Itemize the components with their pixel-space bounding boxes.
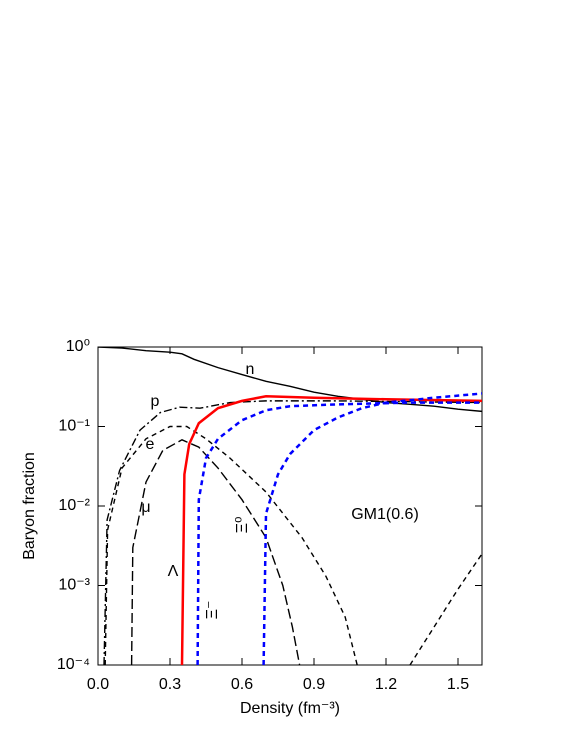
series-line bbox=[196, 401, 482, 665]
x-tick-label: 1.2 bbox=[375, 676, 397, 693]
series-label: Ξ⁰ bbox=[234, 517, 251, 534]
series-label: Ξ⁻ bbox=[204, 601, 221, 620]
series-label: n bbox=[246, 361, 255, 378]
series-line bbox=[98, 347, 482, 413]
series-line bbox=[180, 395, 482, 665]
y-tick-label: 10⁻⁴ bbox=[57, 656, 90, 673]
series-label: p bbox=[151, 393, 160, 410]
y-tick-label: 10⁻¹ bbox=[58, 418, 90, 435]
series-line bbox=[130, 439, 301, 665]
x-tick-label: 0.9 bbox=[303, 676, 325, 693]
x-axis-label: Density (fm⁻³) bbox=[240, 700, 340, 717]
x-tick-label: 0.3 bbox=[159, 676, 181, 693]
series-label: Λ bbox=[168, 563, 179, 580]
y-tick-label: 10⁻³ bbox=[58, 577, 90, 594]
y-tick-label: 10⁻² bbox=[58, 497, 90, 514]
y-tick-label: 10⁰ bbox=[66, 338, 90, 355]
series-line bbox=[103, 400, 482, 665]
x-tick-label: 0.6 bbox=[231, 676, 253, 693]
annotation: GM1(0.6) bbox=[351, 506, 419, 523]
series-line bbox=[262, 392, 482, 665]
series-line bbox=[104, 425, 482, 665]
series-label: μ bbox=[141, 499, 150, 516]
x-tick-label: 0.0 bbox=[87, 676, 109, 693]
series-label: e bbox=[146, 436, 155, 453]
y-axis-label: Baryon fraction bbox=[21, 452, 38, 560]
x-tick-label: 1.5 bbox=[447, 676, 469, 693]
